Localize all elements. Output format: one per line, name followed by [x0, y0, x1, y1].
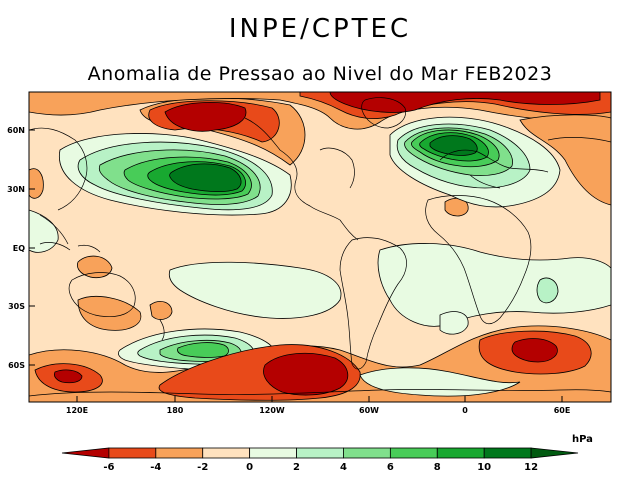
- colorbar-label: 6: [387, 462, 394, 473]
- coast-asia: [29, 127, 611, 245]
- pos2-south-atlantic-small: [536, 277, 559, 304]
- neg6-south-pacific-low: [263, 352, 349, 396]
- colorbar-segment: [436, 447, 485, 459]
- neg6-south-indian-east: [511, 338, 558, 363]
- pos0-atlantic-center: [439, 311, 469, 335]
- lat-axis: 60N 30N EQ 30S 60S: [7, 126, 35, 370]
- lat-label-30n: 30N: [7, 185, 25, 194]
- lon-label-0: 0: [462, 406, 468, 415]
- lon-label-60e: 60E: [554, 406, 571, 415]
- neg6-north-pacific: [164, 102, 247, 132]
- pos0-south-pacific-band: [168, 261, 342, 319]
- lat-label-eq: EQ: [13, 244, 25, 253]
- lon-label-60w: 60W: [359, 406, 379, 415]
- colorbar-segment: [343, 447, 391, 459]
- neg2-pacific-small: [149, 301, 173, 320]
- neg2-atlantic-small: [444, 197, 469, 217]
- colorbar-unit: hPa: [572, 434, 593, 445]
- colorbar: hPa -6 -4 -2 0 2 4 6 8 10 12: [61, 434, 593, 473]
- colorbar-label: 4: [340, 462, 347, 473]
- colorbar-segment: [296, 447, 344, 459]
- neg2-europe-east: [519, 114, 611, 206]
- colorbar-labels: -6 -4 -2 0 2 4 6 8 10 12: [103, 462, 538, 473]
- lon-label-120e: 120E: [66, 406, 88, 415]
- lat-label-30s: 30S: [8, 302, 25, 311]
- coast-europe: [439, 149, 549, 189]
- lat-label-60n: 60N: [7, 126, 25, 135]
- colorbar-segment: [483, 447, 532, 459]
- colorbar-segment: [155, 447, 204, 459]
- colorbar-segment: [530, 447, 579, 459]
- colorbar-label: -6: [103, 462, 114, 473]
- colorbar-label: 2: [293, 462, 300, 473]
- colorbar-label: 0: [246, 462, 253, 473]
- map-title: Anomalia de Pressao ao Nivel do Mar FEB2…: [87, 63, 553, 85]
- neg2-australia-south: [77, 296, 142, 331]
- lon-axis: 120E 180 120W 60W 0 60E: [66, 396, 570, 415]
- coastlines: [29, 97, 611, 397]
- pos0-west-pacific: [29, 209, 59, 253]
- colorbar-segment: [249, 447, 297, 459]
- colorbar-segment: [389, 447, 438, 459]
- organization-title: INPE/CPTEC: [228, 14, 412, 44]
- neg6-south-indian-core: [54, 369, 83, 384]
- map-frame: [28, 91, 612, 403]
- pos0-antarctic-ring: [359, 367, 521, 397]
- colorbar-segment: [108, 447, 157, 459]
- coast-new-zealand: [159, 319, 165, 341]
- colorbar-label: 8: [434, 462, 441, 473]
- colorbar-label: -4: [150, 462, 161, 473]
- coast-australia: [68, 272, 136, 318]
- lon-label-120w: 120W: [259, 406, 285, 415]
- colorbar-segments: [61, 447, 579, 459]
- colorbar-label: 12: [524, 462, 538, 473]
- anomaly-field: [29, 92, 611, 402]
- coast-africa: [425, 195, 532, 325]
- neg6-arctic: [329, 92, 601, 113]
- pos10-north-pacific: [169, 163, 242, 193]
- coast-antarctica: [29, 389, 611, 397]
- colorbar-segment: [61, 447, 110, 459]
- lon-label-180: 180: [167, 406, 184, 415]
- neg2-west-small: [29, 168, 44, 199]
- pos10-north-atlantic: [429, 135, 478, 156]
- lat-label-60s: 60S: [8, 361, 25, 370]
- coast-greenland: [361, 97, 406, 129]
- coast-south-america: [339, 237, 407, 370]
- coast-indonesia: [39, 242, 101, 253]
- colorbar-label: 10: [477, 462, 491, 473]
- coast-north-america: [244, 117, 359, 241]
- colorbar-label: -2: [197, 462, 208, 473]
- colorbar-segment: [202, 447, 251, 459]
- pos0-south-atlantic: [377, 243, 611, 327]
